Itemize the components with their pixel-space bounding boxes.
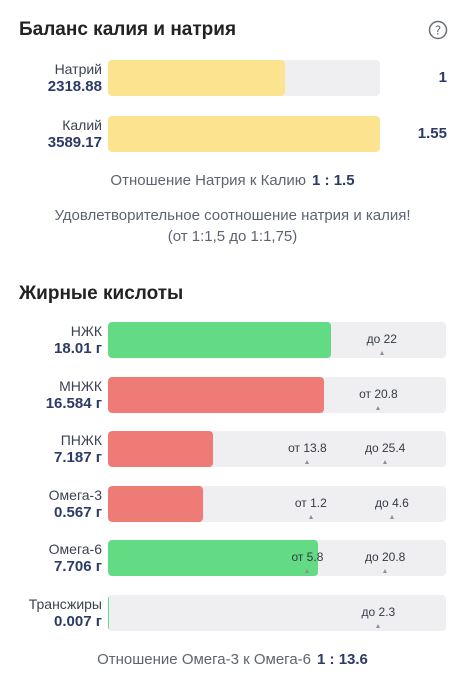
fat-bar-track: от 5.8 до 20.8 [108,540,446,576]
norm-marker-label: от 1.2 [294,496,327,510]
sodium-potassium-ratio: Отношение Натрия к Калию 1 : 1.5 [0,172,465,189]
norm-marker-label: от 5.8 [291,550,324,564]
fat-row-label: ПНЖК 7.187 г [54,432,102,467]
fat-bar-fill [108,540,318,576]
balance-row: Натрий 2318.88 1 [0,60,465,96]
fat-row: НЖК 18.01 г до 22 [0,322,465,358]
fat-name: Трансжиры [28,596,102,612]
balance-title: Баланс калия и натрия [19,19,237,40]
fat-row-label: Омега-6 7.706 г [49,541,102,576]
fat-bar-fill [108,595,110,631]
fat-name: МНЖК [59,378,102,394]
fat-bar-track: до 2.3 [108,595,446,631]
fat-row-label: Трансжиры 0.007 г [29,596,102,631]
fat-row: Омега-6 7.706 г от 5.8 до 20.8 [0,540,465,576]
omega-ratio-value: 1 : 13.6 [317,651,368,668]
fat-name: НЖК [70,323,102,339]
norm-marker-label: до 4.6 [375,496,409,510]
ratio-value: 1 : 1.5 [312,172,355,189]
fat-name: ПНЖК [60,432,102,448]
norm-marker-tick [389,515,394,519]
balance-note-line2: (от 1:1,5 до 1:1,75) [167,228,298,245]
fat-name: Омега-6 [48,541,102,557]
fat-row: Омега-3 0.567 г от 1.2 до 4.6 [0,486,465,522]
balance-row-label: Калий 3589.17 [48,117,102,152]
fats-title: Жирные кислоты [19,283,184,304]
balance-bar-fill [108,60,285,96]
svg-text:?: ? [435,24,441,38]
fat-value: 7.706 г [54,558,102,575]
balance-note-line1: Удовлетворительное соотношение натрия и … [54,207,411,224]
norm-marker-label: до 22 [366,332,397,346]
norm-marker-tick [379,351,384,355]
fat-bar-track: до 22 [108,322,446,358]
fat-bar-fill [108,377,325,413]
fat-bar-fill [108,431,213,467]
ratio-label: Отношение Натрия к Калию [110,172,307,189]
balance-side-value: 1 [438,69,447,86]
norm-marker-tick [383,460,388,464]
fat-value: 18.01 г [54,340,102,357]
fat-bar-track: от 13.8 до 25.4 [108,431,446,467]
norm-marker-tick [376,624,381,628]
norm-marker-tick [376,406,381,410]
norm-marker-tick [305,460,310,464]
nutrient-value: 2318.88 [47,78,102,95]
balance-bar-track [108,60,380,96]
norm-marker-tick [383,569,388,573]
fat-bar-fill [108,322,332,358]
balance-side-value: 1.55 [417,125,447,142]
fat-bar-track: от 1.2 до 4.6 [108,486,446,522]
norm-marker-label: от 13.8 [288,441,327,455]
fat-value: 7.187 г [54,449,102,466]
norm-marker-label: до 25.4 [364,441,406,455]
balance-bar-fill [108,116,380,152]
fat-value: 16.584 г [45,395,102,412]
fat-value: 0.007 г [54,613,102,630]
norm-marker-label: до 2.3 [361,605,396,619]
fat-row: Трансжиры 0.007 г до 2.3 [0,595,465,631]
balance-bar-track [108,116,380,152]
norm-marker-tick [305,569,310,573]
omega-ratio-label: Отношение Омега-3 к Омега-6 [97,651,312,668]
nutrient-value: 3589.17 [47,134,102,151]
fat-bar-fill [108,486,203,522]
norm-marker-tick [308,515,313,519]
fat-value: 0.567 г [54,504,102,521]
nutrient-name: Калий [62,117,102,133]
fat-row: МНЖК 16.584 г от 20.8 [0,377,465,413]
fat-row-label: Омега-3 0.567 г [49,487,102,522]
norm-marker-label: от 20.8 [359,387,398,401]
omega-ratio: Отношение Омега-3 к Омега-6 1 : 13.6 [0,651,465,668]
nutrient-name: Натрий [54,61,102,77]
balance-row-label: Натрий 2318.88 [48,61,102,96]
fat-row-label: НЖК 18.01 г [54,323,102,358]
balance-note: Удовлетворительное соотношение натрия и … [0,205,465,247]
balance-row: Калий 3589.17 1.55 [0,116,465,152]
fat-bar-track: от 20.8 [108,377,446,413]
norm-marker-label: до 20.8 [364,550,406,564]
question-circle-icon[interactable]: ? [428,20,448,40]
fat-row: ПНЖК 7.187 г от 13.8 до 25.4 [0,431,465,467]
fat-name: Омега-3 [48,487,102,503]
fat-row-label: МНЖК 16.584 г [46,378,102,413]
